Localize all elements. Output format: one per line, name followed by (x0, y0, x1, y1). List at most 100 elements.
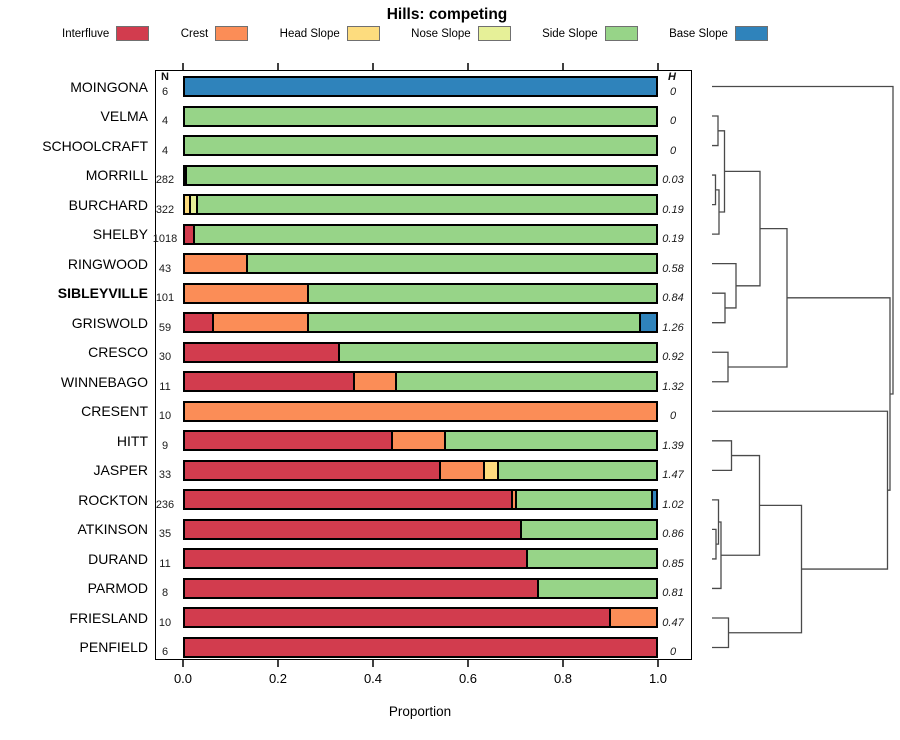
n-column-header: N (161, 71, 169, 83)
n-value: 4 (161, 144, 169, 157)
y-label-winnebago: WINNEBAGO (60, 373, 148, 390)
legend-swatch (116, 26, 150, 41)
y-label-hitt: HITT (116, 432, 148, 449)
bar-segment-side-slope (306, 282, 658, 304)
y-label-parmod: PARMOD (87, 580, 148, 597)
bar-segment-side-slope (537, 577, 658, 599)
bar-segment-side-slope (520, 518, 658, 540)
legend-swatch (346, 26, 380, 41)
bar-segment-crest (183, 282, 309, 304)
y-label-moingona: MOINGONA (70, 78, 148, 95)
y-label-ringwood: RINGWOOD (67, 255, 148, 272)
x-tick-label: 0.4 (363, 671, 383, 686)
y-label-sibleyville: SIBLEYVILLE (57, 285, 148, 302)
y-label-shelby: SHELBY (92, 226, 148, 243)
legend-label: Interfluve (62, 27, 110, 40)
n-value: 59 (158, 321, 172, 334)
n-value: 1018 (152, 233, 178, 246)
x-tick-label: 0.8 (553, 671, 573, 686)
bar-segment-side-slope (183, 105, 658, 127)
legend-item: Head Slope (280, 26, 380, 41)
h-value: 1.02 (662, 498, 684, 511)
legend-swatch (215, 26, 249, 41)
h-value: 0.58 (662, 262, 684, 275)
h-column-header: H (668, 71, 676, 83)
h-value: 1.26 (662, 321, 684, 334)
y-label-friesland: FRIESLAND (69, 609, 148, 626)
bar-segment-crest (390, 430, 447, 452)
h-value: 1.32 (662, 380, 684, 393)
x-tick-label: 0.6 (458, 671, 478, 686)
h-value: 0.47 (662, 616, 684, 629)
chart-title: Hills: competing (386, 6, 508, 23)
legend-label: Head Slope (279, 27, 340, 40)
y-label-schoolcraft: SCHOOLCRAFT (42, 137, 148, 154)
n-value: 322 (155, 203, 175, 216)
bar-segment-interfluve (183, 518, 523, 540)
n-value: 236 (155, 498, 175, 511)
x-tick-label: 0.0 (173, 671, 193, 686)
h-value: 0 (669, 144, 677, 157)
n-value: 33 (158, 469, 172, 482)
bar-segment-side-slope (192, 223, 658, 245)
bar-segment-side-slope (184, 164, 658, 186)
n-value: 8 (161, 587, 169, 600)
h-value: 0.85 (662, 557, 684, 570)
h-value: 1.47 (662, 469, 684, 482)
legend-item: Base Slope (669, 26, 768, 41)
legend-label: Side Slope (542, 27, 598, 40)
bar-segment-interfluve (183, 312, 214, 334)
bar-segment-side-slope (196, 194, 658, 216)
legend-item: Nose Slope (411, 26, 511, 41)
n-value: 10 (158, 616, 172, 629)
y-label-cresent: CRESENT (81, 403, 148, 420)
bar-segment-interfluve (183, 430, 393, 452)
legend-label: Crest (180, 27, 209, 40)
h-value: 0.92 (662, 351, 684, 364)
n-value: 10 (158, 410, 172, 423)
h-value: 0 (669, 115, 677, 128)
legend-item: Interfluve (62, 26, 150, 41)
h-value: 0.19 (662, 203, 684, 216)
legend-swatch (477, 26, 511, 41)
h-value: 0.19 (662, 233, 684, 246)
n-value: 35 (158, 528, 172, 541)
legend-swatch (734, 26, 768, 41)
y-label-jasper: JASPER (93, 462, 148, 479)
y-label-morrill: MORRILL (85, 167, 148, 184)
bar-segment-crest (352, 371, 397, 393)
bar-segment-crest (183, 400, 658, 422)
h-value: 0.86 (662, 528, 684, 541)
legend-label: Base Slope (669, 27, 728, 40)
bar-segment-interfluve (183, 459, 441, 481)
bar-segment-side-slope (514, 489, 654, 511)
legend-item: Crest (180, 26, 249, 41)
n-value: 101 (155, 292, 175, 305)
n-value: 6 (161, 85, 169, 98)
h-value: 0 (669, 410, 677, 423)
n-value: 9 (161, 439, 169, 452)
y-label-durand: DURAND (88, 550, 148, 567)
n-value: 282 (155, 174, 175, 187)
n-value: 30 (158, 351, 172, 364)
bar-segment-crest (183, 253, 249, 275)
n-value: 6 (161, 646, 169, 659)
n-value: 11 (159, 380, 171, 393)
x-tick-label: 1.0 (648, 671, 668, 686)
legend-swatch (604, 26, 638, 41)
h-value: 0 (669, 85, 677, 98)
dendrogram-lines (712, 85, 894, 649)
bar-segment-side-slope (337, 341, 658, 363)
plot-area-border (155, 70, 692, 660)
bar-segment-crest (211, 312, 309, 334)
bar-segment-interfluve (183, 607, 611, 629)
bar-segment-side-slope (526, 548, 658, 570)
y-label-velma: VELMA (100, 108, 148, 125)
bar-segment-side-slope (496, 459, 658, 481)
n-value: 11 (159, 557, 171, 570)
y-label-cresco: CRESCO (88, 344, 148, 361)
bar-segment-side-slope (444, 430, 658, 452)
bar-segment-interfluve (183, 548, 529, 570)
bar-segment-interfluve (183, 636, 658, 658)
